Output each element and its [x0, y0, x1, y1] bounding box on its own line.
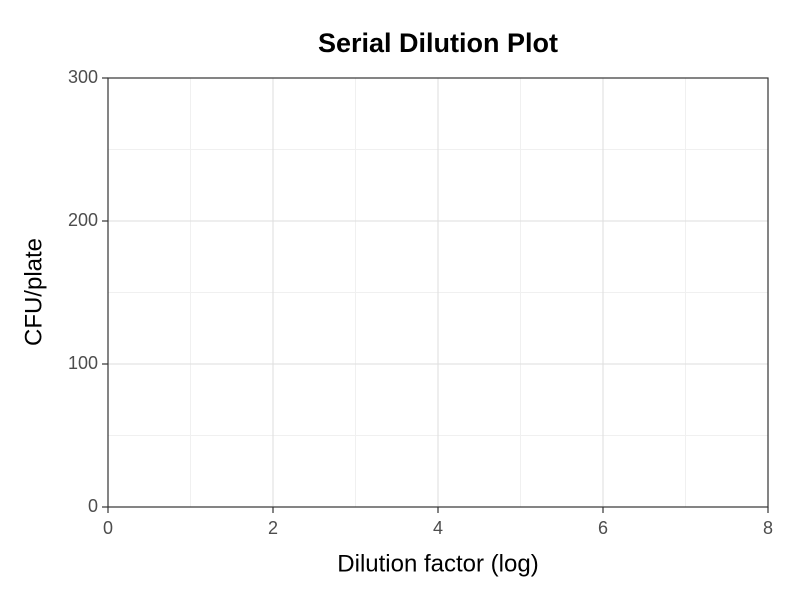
y-tick-label: 300 [68, 67, 98, 87]
y-tick-label: 0 [88, 496, 98, 516]
chart-title: Serial Dilution Plot [318, 28, 558, 58]
x-tick-label: 8 [763, 518, 773, 538]
x-tick-label: 0 [103, 518, 113, 538]
y-tick-label: 100 [68, 353, 98, 373]
y-tick-label: 200 [68, 210, 98, 230]
x-tick-label: 2 [268, 518, 278, 538]
x-tick-label: 6 [598, 518, 608, 538]
x-axis-label: Dilution factor (log) [337, 550, 538, 577]
y-axis-label: CFU/plate [20, 238, 47, 346]
x-tick-label: 4 [433, 518, 443, 538]
plot-border [107, 77, 769, 508]
